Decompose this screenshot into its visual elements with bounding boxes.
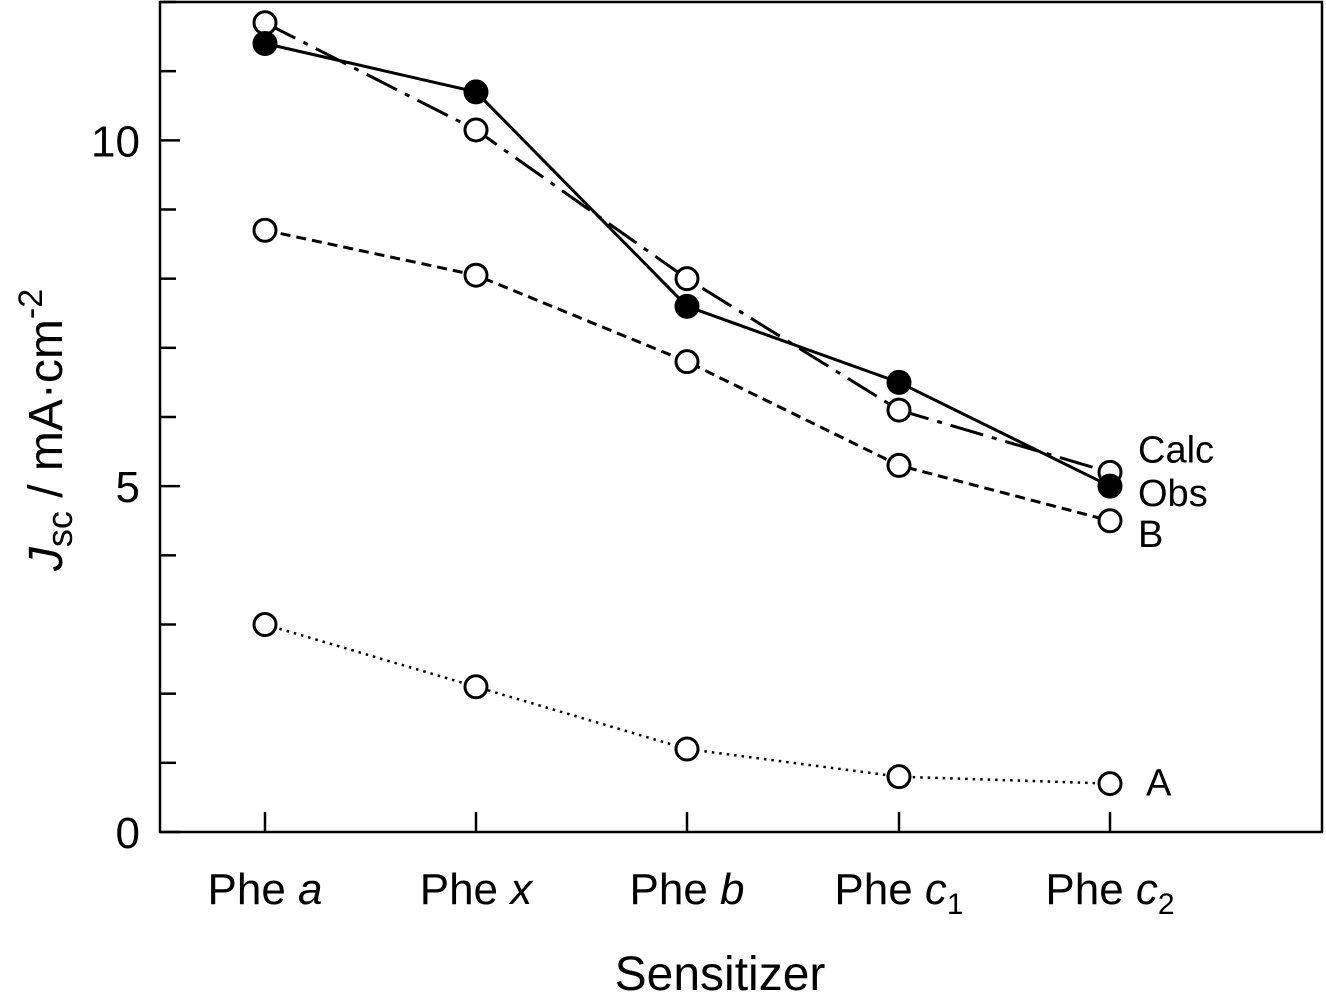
x-tick-label-base: Phe — [834, 865, 925, 914]
x-tick-label-base: Phe — [1045, 865, 1136, 914]
x-tick-label-letter: x — [508, 865, 534, 914]
series-label-obs: Obs — [1138, 473, 1208, 515]
x-tick-label-sub: 2 — [1158, 888, 1175, 921]
data-point-calc — [463, 117, 489, 143]
data-point-obs — [674, 293, 700, 319]
data-point-b — [463, 262, 489, 288]
plot-frame — [158, 0, 1324, 834]
data-point-obs — [1097, 473, 1123, 499]
x-tick-label-base: Phe — [420, 865, 511, 914]
data-point-a — [886, 764, 912, 790]
series-label-a: A — [1146, 763, 1172, 805]
data-point-calc — [886, 397, 912, 423]
x-tick-label: Phe a — [208, 865, 323, 914]
x-tick-label-base: Phe — [208, 865, 299, 914]
x-axis-title: Sensitizer — [615, 948, 826, 1000]
series-line-obs — [264, 42, 1111, 488]
data-point-a — [463, 674, 489, 700]
x-tick-label-sub: 1 — [947, 888, 964, 921]
x-tick-label-letter: b — [720, 865, 744, 914]
data-point-b — [1097, 508, 1123, 534]
series-label-calc: Calc — [1138, 429, 1214, 471]
y-axis-title-unit: / mA·cm — [20, 319, 73, 511]
data-point-obs — [463, 79, 489, 105]
x-tick-label-letter: c — [925, 865, 947, 914]
y-axis-title-sub: sc — [39, 511, 80, 547]
series-line-calc — [264, 21, 1111, 474]
y-axis-title-sup: -2 — [12, 289, 50, 319]
data-point-a — [1097, 771, 1123, 797]
data-point-calc — [674, 266, 700, 292]
x-tick-label-base: Phe — [630, 865, 721, 914]
y-tick-label: 0 — [116, 809, 140, 858]
data-point-a — [674, 736, 700, 762]
series-line-b — [264, 228, 1111, 523]
data-point-b — [674, 349, 700, 375]
data-point-a — [252, 612, 278, 637]
y-tick-label: 10 — [91, 117, 140, 166]
y-axis-title: Jsc / mA·cm-2 — [12, 289, 80, 572]
x-tick-label-letter: a — [298, 865, 322, 914]
data-point-obs — [886, 369, 912, 395]
y-tick-label: 5 — [116, 463, 140, 512]
x-tick-label-letter: c — [1136, 865, 1158, 914]
y-axis-title-main: J — [20, 546, 73, 572]
data-point-b — [886, 452, 912, 478]
x-tick-label: Phe b — [630, 865, 745, 914]
data-point-calc — [252, 10, 278, 36]
series-label-b: B — [1138, 514, 1163, 556]
data-point-obs — [252, 31, 278, 56]
x-tick-label: Phe c1 — [834, 865, 963, 921]
data-point-b — [252, 217, 278, 243]
x-tick-label: Phe c2 — [1045, 865, 1174, 921]
x-tick-label: Phe x — [420, 865, 535, 914]
